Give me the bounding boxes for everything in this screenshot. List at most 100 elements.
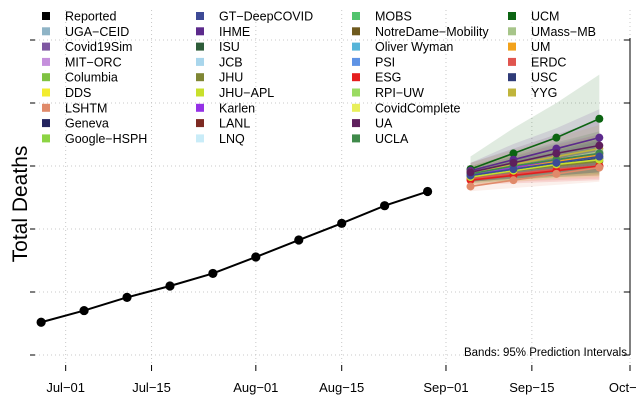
series-lines [40,118,600,324]
legend-swatch [352,103,360,112]
legend-swatch [352,42,360,51]
legend-swatch [42,12,50,20]
legend-label: Google−HSPH [65,132,147,146]
legend-swatch [42,42,50,51]
legend-label: CovidComplete [375,101,461,115]
point-lshtm [595,163,604,172]
legend-label: UMass−MB [531,25,596,39]
legend-label: DDS [65,86,91,100]
legend-swatch [42,27,50,36]
point-ucm [509,149,518,158]
x-tick-label: Sep−01 [423,380,468,395]
legend-swatch [42,103,50,112]
legend-swatch [508,57,516,66]
legend-label: MOBS [375,10,412,24]
legend-swatch [42,88,50,97]
line-jhu-apl [470,158,600,178]
point-ucm [552,133,561,142]
x-tick-label: Oct−01 [609,380,636,395]
legend-swatch [352,73,360,82]
legend-label: NotreDame−Mobility [375,25,489,39]
y-axis-label: Total Deaths [9,146,32,263]
legend-label: LNQ [219,132,245,146]
legend-swatch [196,42,204,51]
x-tick-label: Sep−15 [509,380,554,395]
legend-label: Karlen [219,101,255,115]
series-points [36,114,604,327]
legend-label: ISU [219,40,240,54]
legend-swatch [352,57,360,66]
legend-swatch [196,103,204,112]
legend-label: UGA−CEID [65,25,129,39]
legend-label: ESG [375,71,401,85]
line-reported [40,190,428,324]
legend-label: Covid19Sim [65,40,132,54]
x-tick-label: Aug−01 [233,380,278,395]
legend-swatch [508,42,516,51]
point-reported [294,235,304,245]
legend-label: Columbia [65,71,118,85]
legend-label: JHU−APL [219,86,274,100]
legend-label: IHME [219,25,250,39]
legend-swatch [196,73,204,82]
x-tick-label: Aug−15 [319,380,364,395]
legend-label: ERDC [531,55,566,69]
point-reported [165,281,175,291]
legend-label: GT−DeepCOVID [219,10,313,24]
legend-swatch [196,27,204,36]
legend-swatch [508,27,516,36]
point-reported [208,268,218,279]
point-ihme [595,133,604,142]
point-reported [337,218,347,228]
point-reported [251,252,261,262]
legend-swatch [508,88,516,97]
point-ua [595,141,604,150]
legend-label: UCM [531,10,559,24]
legend-swatch [196,12,204,20]
legend-swatch [196,57,204,66]
legend-label: LSHTM [65,101,107,115]
legend-label: Reported [65,10,116,24]
point-ua [509,158,518,167]
line-ucm [470,118,600,170]
point-ucm [595,114,604,123]
line-gt-deepcovid [470,155,600,177]
point-ua [552,149,561,158]
point-lshtm [466,182,475,191]
point-gt-deepcovid [552,158,561,167]
point-lshtm [509,176,518,185]
legend-swatch [352,27,360,36]
legend-label: JHU [219,71,243,85]
legend-label: USC [531,71,557,85]
legend-swatch [352,88,360,97]
x-tick-label: Jul−01 [46,380,85,395]
legend-label: UA [375,117,393,131]
point-reported [422,186,433,197]
axes: Jul−01 Jul−15 Aug−01 Aug−15 Sep−01 Sep−15 Oct−… [30,38,636,395]
legend-label: RPI−UW [375,86,424,100]
legend-label: UM [531,40,550,54]
legend-swatch [352,119,360,128]
point-reported [380,201,390,211]
point-gt-deepcovid [509,165,518,174]
legend-swatch [196,119,204,128]
legend-label: YYG [531,86,557,100]
bands-note: Bands: 95% Prediction Intervals [464,347,627,359]
line-ua [470,144,600,174]
line-ihme [470,136,600,172]
legend-label: LANL [219,117,250,131]
line-lshtm [470,166,600,188]
point-ua [466,168,475,177]
legend-swatch [196,134,204,143]
legend-label: MIT−ORC [65,55,122,69]
legend-swatch [508,12,516,20]
legend-swatch [42,57,50,66]
line-esg [470,165,600,181]
legend-swatch [196,88,204,97]
legend-swatch [508,73,516,82]
legend-label: Oliver Wyman [375,40,453,54]
legend-label: JCB [219,55,243,69]
point-reported [79,305,89,316]
line-ucla [470,152,600,175]
